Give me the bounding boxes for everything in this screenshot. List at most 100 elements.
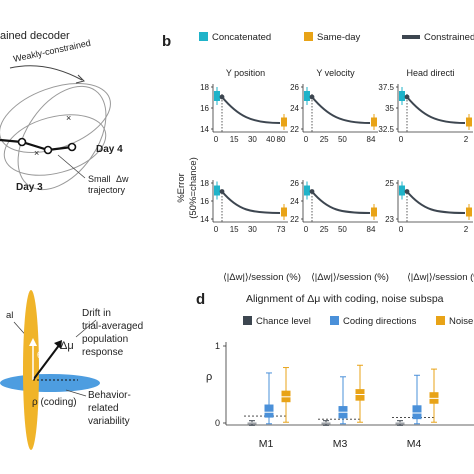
trajectory-point-2 <box>43 145 53 155</box>
delta-mu-arrow <box>32 343 61 381</box>
trajectory-point-1 <box>17 137 27 147</box>
subplot-1: Y position 18 16 14 0 15 30 40 80 <box>200 68 288 144</box>
same-day-box <box>281 117 287 127</box>
x-tick-label: 15 <box>230 135 239 144</box>
delta-mu-label: Δμ <box>60 340 74 352</box>
y-tick-label: 18 <box>200 83 209 92</box>
small-dw-pointer <box>57 154 86 179</box>
behavior-pointer <box>65 389 87 397</box>
x-tick-label: 30 <box>248 225 257 234</box>
constrained-point <box>404 94 410 100</box>
trajectory-label: trajectory <box>88 185 126 195</box>
subplot-2: Y velocity 26 24 22 0 25 50 84 <box>290 68 378 144</box>
xlabel-2: ⟨|Δw|⟩/session (%) <box>311 272 389 283</box>
subplot-title: Y velocity <box>316 68 355 78</box>
group-label-M1: M1 <box>259 438 274 450</box>
y-tick-label: 18 <box>200 179 209 188</box>
drift-line-3: population <box>82 334 128 345</box>
constrained-point <box>219 189 225 194</box>
legend-chance: Chance level <box>256 316 311 327</box>
x-tick-label: 30 <box>248 135 257 144</box>
constrained-curve <box>311 96 371 124</box>
constrained-curve <box>221 190 281 214</box>
legend-coding: Coding directions <box>343 316 417 327</box>
panel-b-ylabel-2: (50%=chance) <box>188 157 199 219</box>
y-tick-label: 26 <box>290 83 299 92</box>
x-tick-label: 25 <box>320 225 329 234</box>
panel-a-title: ained decoder <box>0 30 70 42</box>
coding-disk <box>23 290 39 450</box>
drift-line-4: response <box>82 347 124 358</box>
x-tick-label: 50 <box>338 225 347 234</box>
x-tick-label: 40 <box>266 135 275 144</box>
same-day-box <box>281 207 287 217</box>
panel-a: ained decoder Weakly-constrained × × Day… <box>0 30 129 195</box>
drift-line-1: Drift in <box>82 308 111 319</box>
concatenated-box <box>399 91 405 101</box>
subplot-6: 25 23 0 2 <box>385 179 473 234</box>
behavior-line-1: Behavior- <box>88 390 131 401</box>
constrained-point <box>219 94 225 100</box>
legend-swatch-constrained <box>402 35 420 39</box>
x-tick-label: 2 <box>464 225 469 234</box>
panel-b-ylabel-1: %Error <box>176 173 187 203</box>
y-tick-label: 16 <box>200 197 209 206</box>
legend-concatenated: Concatenated <box>212 32 271 43</box>
y-tick-label: 35 <box>385 104 394 113</box>
x-tick-label: 15 <box>230 225 239 234</box>
panel-d-ylabel: ρ <box>206 371 212 383</box>
panel-c: al θ Δμ Drift in trial-averaged populati… <box>0 290 143 450</box>
same-day-box <box>371 207 377 217</box>
x-tick-label: 0 <box>304 135 309 144</box>
delta-mu-arrowhead <box>54 340 62 349</box>
x-tick-label: 0 <box>214 135 219 144</box>
subplot-5: 26 24 22 0 25 50 84 <box>290 179 378 234</box>
concatenated-box <box>214 91 220 101</box>
panel-d-plot: 1 0 M1 M3 M4 <box>215 341 474 450</box>
panel-b: b Concatenated Same-day Constrained %Err… <box>162 32 474 283</box>
x-tick-label: 84 <box>367 225 376 234</box>
x-tick-label: 0 <box>304 225 309 234</box>
legend-same-day: Same-day <box>317 32 361 43</box>
xlabel-1: ⟨|Δw|⟩/session (%) <box>223 272 301 283</box>
y-tick-label: 22 <box>290 215 299 224</box>
behavior-line-3: variability <box>88 416 130 427</box>
y-tick-label: 23 <box>385 215 394 224</box>
y-tick-label: 16 <box>200 104 209 113</box>
space-ellipse-1 <box>0 83 111 153</box>
legend-swatch-chance <box>243 316 252 325</box>
concatenated-box <box>304 91 310 101</box>
x-tick-label: 50 <box>338 135 347 144</box>
x-tick-label: 73 <box>277 225 286 234</box>
concatenated-box <box>399 185 405 196</box>
coding-axis-arrowhead <box>29 338 37 346</box>
subplot-title: Head directi <box>406 68 454 78</box>
theta-label: θ <box>37 350 42 360</box>
subplot-4: 18 16 14 0 15 30 73 <box>200 179 288 234</box>
y-tick-label: 14 <box>200 215 209 224</box>
legend-swatch-same-day <box>304 32 313 41</box>
constrained-point <box>309 189 315 194</box>
x-tick-label: 80 <box>277 135 286 144</box>
cross-mark-1: × <box>66 113 71 123</box>
cross-mark-2: × <box>34 148 39 158</box>
x-tick-label: 25 <box>320 135 329 144</box>
panel-c-fragment: al <box>6 310 13 321</box>
x-tick-label: 84 <box>367 135 376 144</box>
constrained-curve <box>406 190 466 214</box>
rho-coding-label: ρ (coding) <box>32 397 77 408</box>
y-tick-label: 24 <box>290 104 299 113</box>
space-ellipse-3 <box>17 85 107 191</box>
group-label-M4: M4 <box>407 438 422 450</box>
group-label-M3: M3 <box>333 438 348 450</box>
constrained-curve <box>311 190 371 214</box>
y-tick-label: 32.5 <box>378 125 394 134</box>
small-dw-label: Δw <box>116 174 129 184</box>
concatenated-box <box>304 185 310 196</box>
constrained-curve <box>221 96 281 124</box>
same-day-box <box>371 117 377 127</box>
constrained-curve <box>406 96 466 124</box>
x-tick-label: 0 <box>399 135 404 144</box>
x-tick-label: 0 <box>399 225 404 234</box>
